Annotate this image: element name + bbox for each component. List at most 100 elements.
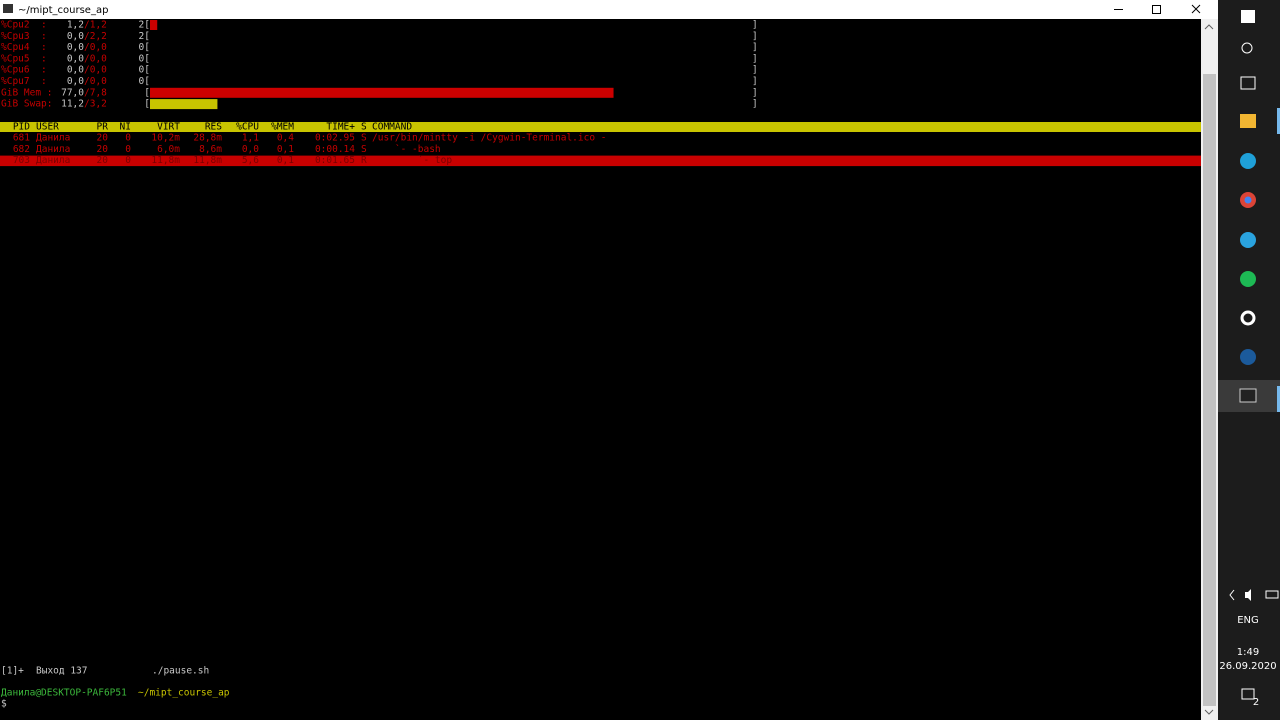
meter-end: ] <box>752 87 758 98</box>
window-title: ~/mipt_course_ap <box>18 5 108 16</box>
start-button[interactable] <box>1241 10 1255 23</box>
meter-total: /2,2 <box>84 31 107 42</box>
scroll-arrows[interactable] <box>1204 24 1214 715</box>
meter-label: %Cpu2 : <box>1 20 47 31</box>
selected-row-bg <box>0 155 1201 167</box>
meter-label: GiB Swap: <box>1 99 52 110</box>
meter-bar <box>150 99 218 110</box>
meter-bar <box>150 87 614 98</box>
table-cell: 0 <box>125 144 131 155</box>
meter-label: GiB Mem : <box>1 87 52 98</box>
meter-value: 0,0 <box>67 42 84 53</box>
app-icon <box>3 4 13 13</box>
meter-end: ] <box>752 20 758 31</box>
table-cell: 682 <box>13 144 30 155</box>
steam-icon[interactable] <box>1240 349 1256 365</box>
meter-end: ] <box>752 31 758 42</box>
table-cell: 11,8m <box>193 155 222 166</box>
meter-scale: 2[ <box>139 20 150 31</box>
scrollbar-thumb[interactable] <box>1203 74 1216 706</box>
table-cell: 0,1 <box>277 155 294 166</box>
meter-value: 77,0 <box>61 87 84 98</box>
table-cell: 0,4 <box>277 133 294 144</box>
table-cell: 0:02.95 <box>315 133 355 144</box>
restore-button[interactable] <box>1152 5 1161 14</box>
table-cell: 0 <box>125 155 131 166</box>
tray-expand[interactable] <box>1229 589 1235 601</box>
table-cell: 5,6 <box>242 155 259 166</box>
job-status: Выход 137 <box>36 666 87 677</box>
settings-icon[interactable] <box>1240 310 1256 326</box>
meter-scale: 0[ <box>139 65 150 76</box>
table-cell: Данила <box>36 155 70 166</box>
table-cell: S <box>361 144 367 155</box>
column-header: %CPU <box>236 122 259 133</box>
explorer-icon[interactable] <box>1240 114 1256 128</box>
table-cell: 0,0 <box>242 144 259 155</box>
task-view-button[interactable] <box>1240 76 1256 90</box>
running-indicator <box>1277 386 1280 412</box>
volume-icon[interactable] <box>1245 589 1251 601</box>
table-cell: 6,0m <box>157 144 180 155</box>
meter-total: /0,0 <box>84 76 107 87</box>
meter-end: ] <box>752 65 758 76</box>
table-cell: 20 <box>97 144 109 155</box>
table-header-bg <box>0 122 1201 132</box>
table-cell: Данила <box>36 144 70 155</box>
chrome-icon-center <box>1244 196 1252 204</box>
table-cell: 1,1 <box>242 133 259 144</box>
meter-value: 0,0 <box>67 53 84 64</box>
meter-end: ] <box>752 42 758 53</box>
job-command: ./pause.sh <box>152 666 209 677</box>
column-header: USER <box>36 122 59 133</box>
column-header: PR <box>97 122 109 133</box>
language[interactable]: ENG <box>1237 615 1259 626</box>
telegram-icon[interactable] <box>1240 232 1256 248</box>
spotify-icon[interactable] <box>1240 271 1256 287</box>
table-cell: 20 <box>97 133 109 144</box>
table-cell: 681 <box>13 133 30 144</box>
column-header: COMMAND <box>372 122 412 133</box>
meter-scale: 0[ <box>139 76 150 87</box>
meter-label: %Cpu6 : <box>1 65 47 76</box>
notification-icon[interactable] <box>1241 688 1255 700</box>
meter-value: 1,2 <box>67 20 84 31</box>
meter-total: /7,8 <box>84 87 107 98</box>
table-cell: S <box>361 133 367 144</box>
edge-icon[interactable] <box>1240 153 1256 169</box>
battery-icon[interactable] <box>1265 590 1279 599</box>
table-cell: `- -bash <box>372 144 441 155</box>
table-cell: 10,2m <box>151 133 180 144</box>
clock-date[interactable]: 26.09.2020 <box>1219 661 1276 672</box>
search-button[interactable] <box>1241 42 1253 54</box>
table-cell: 703 <box>13 155 30 166</box>
meter-scale: 0[ <box>139 53 150 64</box>
table-cell: 0,1 <box>277 144 294 155</box>
table-cell: 28,8m <box>193 133 222 144</box>
meter-value: 0,0 <box>67 76 84 87</box>
meter-label: %Cpu4 : <box>1 42 47 53</box>
table-cell: /usr/bin/mintty -i /Cygwin-Terminal.ico … <box>372 133 607 144</box>
table-cell: 20 <box>97 155 109 166</box>
terminal-icon[interactable] <box>1239 388 1257 403</box>
table-cell: 0:00.14 <box>315 144 355 155</box>
meter-end: ] <box>752 76 758 87</box>
prompt-user: Данила@DESKTOP-PAF6P51 <box>1 688 127 699</box>
column-header: NI <box>120 122 131 133</box>
meter-value: 0,0 <box>67 31 84 42</box>
clock-time[interactable]: 1:49 <box>1237 647 1259 658</box>
meter-scale: 2[ <box>139 31 150 42</box>
meter-total: /0,0 <box>84 65 107 76</box>
meter-value: 0,0 <box>67 65 84 76</box>
close-button[interactable] <box>1191 4 1201 14</box>
notification-count: 2 <box>1253 697 1259 708</box>
meter-scale: [ <box>144 99 150 110</box>
column-header: VIRT <box>157 122 180 133</box>
table-cell: 0 <box>125 133 131 144</box>
meter-label: %Cpu3 : <box>1 31 47 42</box>
meter-total: /0,0 <box>84 53 107 64</box>
table-cell: 0:01.65 <box>315 155 355 166</box>
meter-total: /1,2 <box>84 20 107 31</box>
column-header: TIME+ <box>326 122 355 133</box>
